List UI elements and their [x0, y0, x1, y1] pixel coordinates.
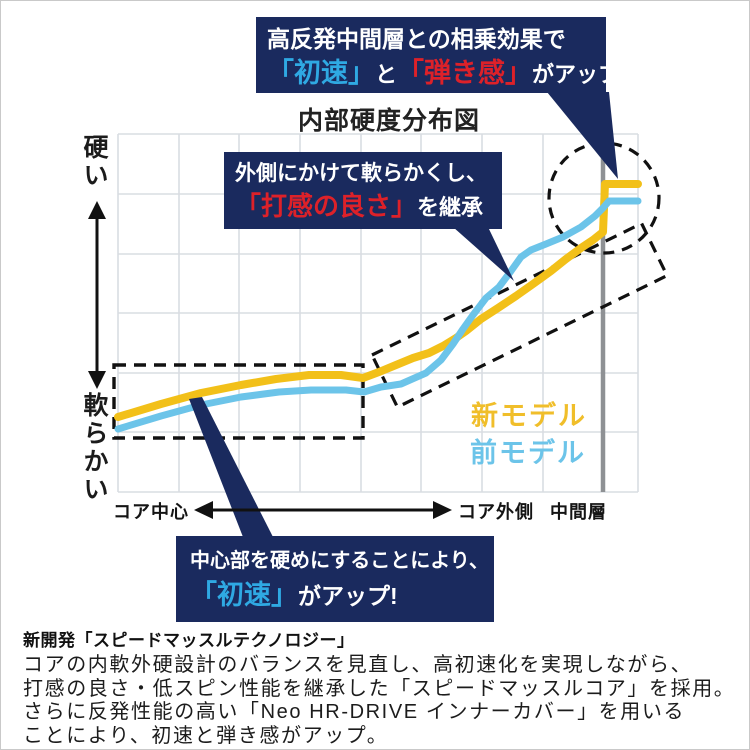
y-axis-label-soft: 軟らかい	[80, 392, 108, 504]
middle-callout-tail	[453, 227, 514, 281]
callout-middle-line2: 「打感の良さ」を継承	[235, 188, 502, 226]
y-axis-arrowhead-down	[88, 371, 106, 389]
bottom-callout-tail	[189, 397, 273, 537]
highlight-rebound-feel: 「弾き感」	[397, 58, 533, 88]
description-line: コアの内軟外硬設計のバランスを見直し、高初速化を実現しながら、	[23, 654, 693, 676]
x-axis-label-core-center: コア中心	[113, 502, 189, 522]
callout-top-line1: 高反発中間層との相乗効果で	[267, 26, 566, 52]
callout-bottom-line1: 中心部を硬めにすることにより、	[190, 550, 489, 572]
x-axis-arrowhead-left	[194, 501, 213, 519]
callout-bottom-line2: 「初速」がアップ!	[190, 576, 494, 615]
callout-top-suffix: がアップ。	[532, 62, 642, 87]
dashed-box-core-outside	[369, 221, 670, 410]
y-axis-label-hard: 硬い	[80, 134, 108, 190]
callout-midlayer-effect: 高反発中間層との相乗効果で 「初速」と「弾き感」がアップ。	[256, 17, 641, 94]
description-line: さらに反発性能の高い「Neo HR-DRIVE インナーカバー」を用いる	[23, 701, 686, 723]
technology-description: 新開発「スピードマッスルテクノロジー」 コアの内軟外硬設計のバランスを見直し、高…	[23, 628, 739, 748]
description-line: 打感の良さ・低スピン性能を継承した「スピードマッスルコア」を採用。	[23, 677, 736, 700]
new-model-line	[114, 180, 642, 421]
callout-middle-line1: 外側にかけて軟らかくし、	[235, 162, 487, 185]
dashed-circle-midlayer	[547, 141, 661, 255]
top-callout-tail	[547, 92, 618, 179]
highlight-initial-speed: 「初速」	[267, 58, 375, 88]
highlight-initial-speed-2: 「初速」	[190, 580, 298, 610]
callout-top-conjunction: と	[375, 62, 398, 87]
y-axis-arrowhead-up	[88, 201, 106, 219]
callout-hard-center: 中心部を硬めにすることにより、 「初速」がアップ!	[176, 536, 494, 622]
old-model-line	[114, 197, 642, 433]
legend-old-model: 前モデル	[470, 438, 586, 468]
x-axis-arrowhead-right	[433, 501, 452, 519]
dashed-box-core-center	[112, 363, 365, 440]
callout-bottom-suffix: がアップ!	[298, 583, 398, 609]
chart-title: 内部硬度分布図	[297, 107, 480, 135]
highlight-feel-quality: 「打感の良さ」	[235, 191, 418, 221]
description-line: ことにより、初速と弾き感がアップ。	[23, 724, 389, 747]
x-axis-label-core-outside: コア外側	[458, 502, 534, 522]
callout-outer-softness: 外側にかけて軟らかくし、 「打感の良さ」を継承	[224, 152, 502, 229]
x-axis-label-midlayer: 中間層	[550, 502, 607, 522]
callout-top-line2: 「初速」と「弾き感」がアップ。	[267, 54, 641, 94]
callout-middle-suffix: を継承	[417, 195, 484, 220]
legend-new-model: 新モデル	[471, 401, 587, 431]
description-heading: 新開発「スピードマッスルテクノロジー」	[23, 631, 355, 650]
